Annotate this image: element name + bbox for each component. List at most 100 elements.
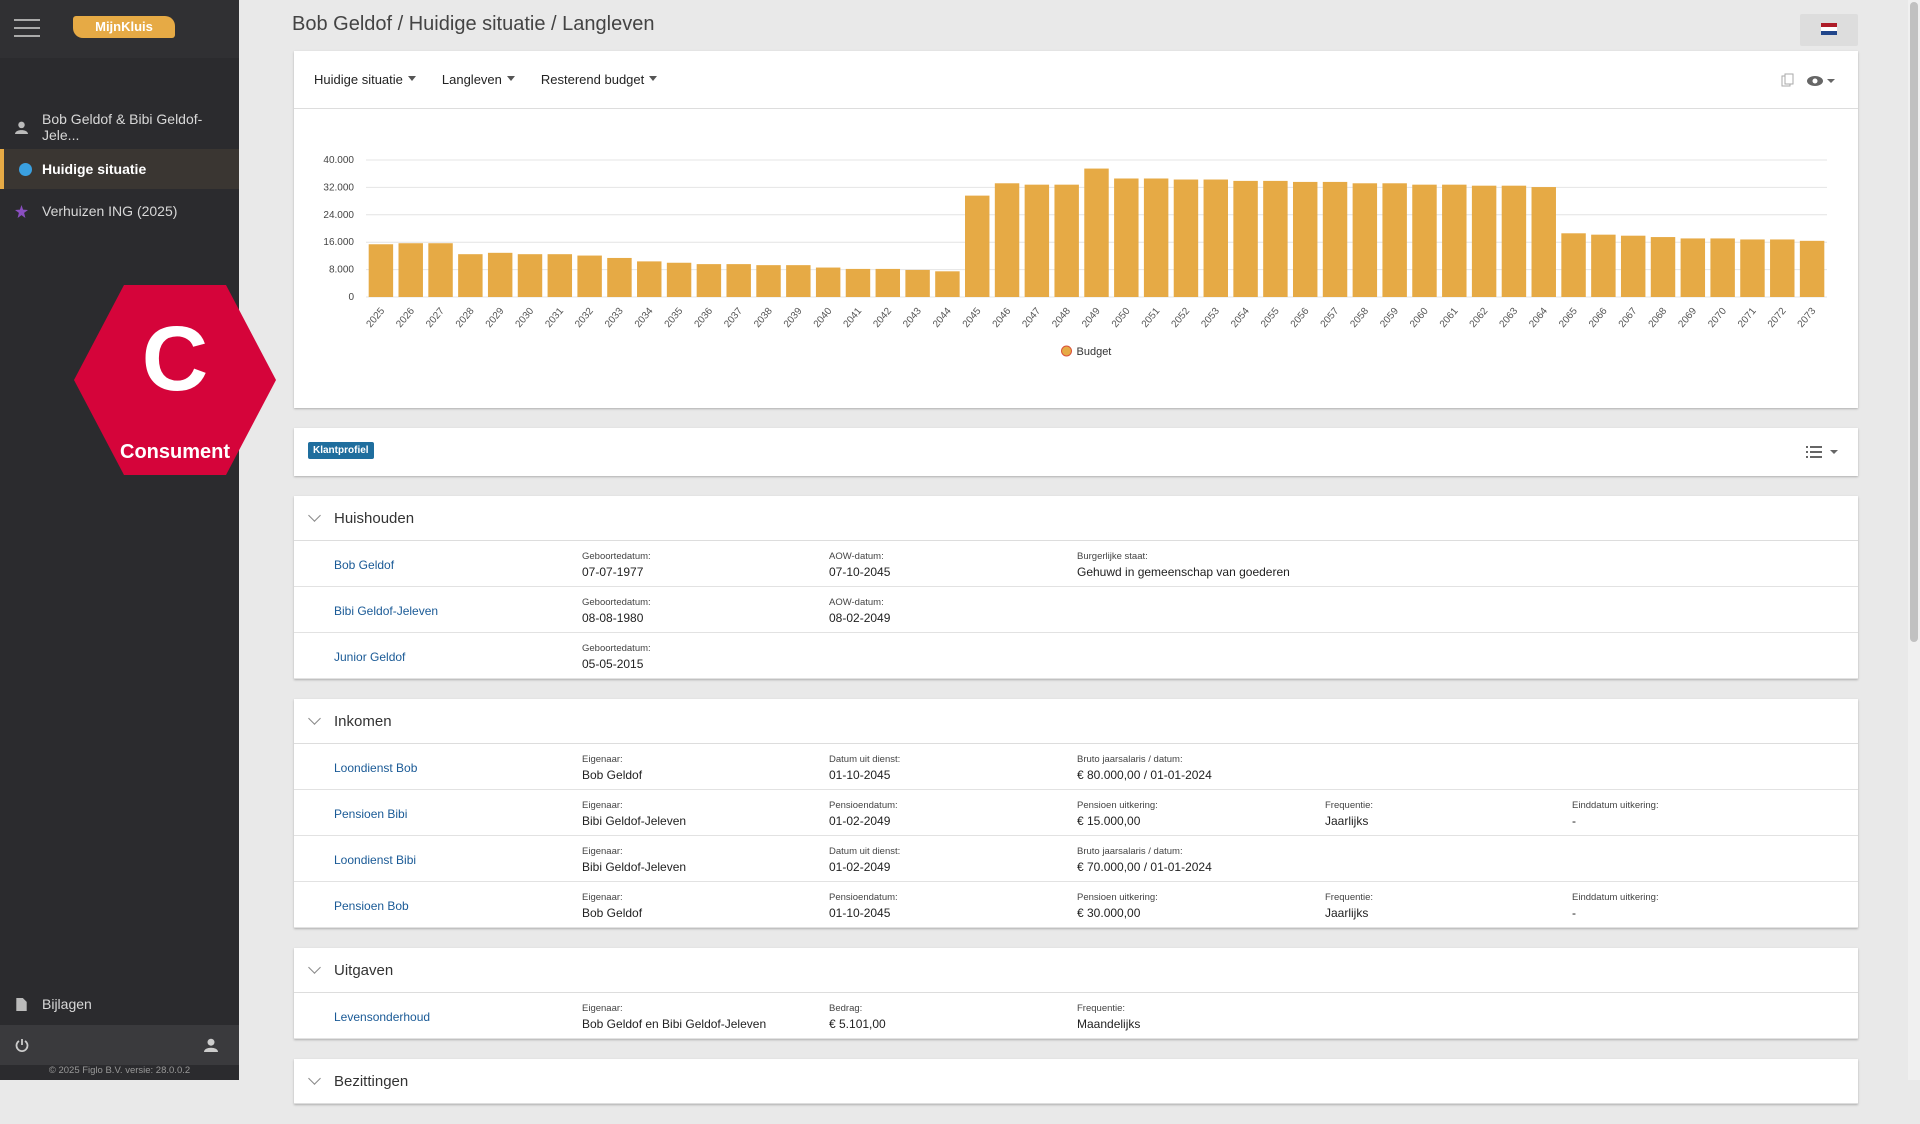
field-value: 01-02-2049	[829, 860, 891, 874]
profile-button[interactable]	[204, 1038, 218, 1052]
field-label: Burgerlijke staat:	[1077, 551, 1148, 562]
tag[interactable]: Klantprofiel	[308, 442, 374, 459]
list-options[interactable]	[1806, 444, 1842, 460]
bar	[845, 268, 871, 297]
field-value: -	[1572, 906, 1576, 920]
chevron[interactable]	[308, 712, 321, 725]
bar	[1203, 179, 1228, 297]
field: Pensioen uitkering: € 15.000,00	[1077, 800, 1158, 828]
field-label: Pensioendatum:	[829, 892, 898, 903]
scrollbar[interactable]	[1908, 0, 1920, 1080]
row-name[interactable]: Levensonderhoud	[334, 1010, 431, 1024]
chevron[interactable]	[308, 1072, 321, 1085]
nav-item[interactable]: Verhuizen ING (2025)	[0, 191, 239, 231]
bar	[1322, 181, 1348, 297]
x-tick-label: 2051	[1140, 306, 1163, 330]
field: Pensioen uitkering: € 30.000,00	[1077, 892, 1158, 920]
field: Geboortedatum: 07-07-1977	[582, 551, 651, 579]
legend-label: Budget	[1077, 346, 1112, 358]
x-tick-label: 2052	[1170, 306, 1193, 330]
section-header[interactable]: Huishouden	[294, 496, 1858, 541]
main: Bob Geldof / Huidige situatie / Langleve…	[292, 0, 1858, 1124]
x-tick-label: 2042	[871, 306, 894, 330]
brand-logo[interactable]: MijnKluis	[73, 16, 175, 38]
bar	[1650, 237, 1676, 297]
menu-button[interactable]	[14, 18, 40, 38]
view-options[interactable]	[1781, 73, 1841, 89]
x-tick-label: 2067	[1617, 306, 1640, 330]
section-card: Inkomen Loondienst Bob Eigenaar: Bob Geldof…	[294, 699, 1858, 928]
y-tick-label: 0	[348, 292, 354, 303]
x-tick-label: 2046	[991, 306, 1014, 330]
field-label: Eigenaar:	[582, 800, 623, 811]
scrollbar-thumb[interactable]	[1910, 2, 1918, 642]
nav-item[interactable]: Bob Geldof & Bibi Geldof-Jele...	[0, 107, 239, 147]
x-tick-label: 2068	[1647, 306, 1670, 330]
row: Pensioen Bibi Eigenaar: Bibi Geldof-Jeleve…	[294, 790, 1858, 836]
x-tick-label: 2028	[454, 306, 477, 330]
file-icon	[16, 997, 27, 1011]
field: AOW-datum: 08-02-2049	[829, 597, 890, 625]
field-label: Datum uit dienst:	[829, 846, 901, 857]
nav-item[interactable]: Huidige situatie	[0, 149, 239, 189]
row-name[interactable]: Pensioen Bob	[334, 899, 409, 913]
bar	[1054, 184, 1079, 297]
bar	[1710, 238, 1735, 297]
profile-bar: Klantprofiel	[294, 428, 1858, 476]
nav-label: Bijlagen	[42, 996, 92, 1012]
bar	[547, 254, 573, 297]
dropdown[interactable]: Huidige situatie	[314, 72, 416, 87]
chevron[interactable]	[308, 961, 321, 974]
section-header[interactable]: Uitgaven	[294, 948, 1858, 993]
dropdown[interactable]: Langleven	[442, 72, 515, 87]
field: Bruto jaarsalaris / datum: € 80.000,00 / …	[1077, 754, 1212, 782]
x-tick-label: 2038	[752, 306, 775, 330]
bar	[487, 252, 513, 297]
bar	[398, 243, 423, 297]
bar	[1263, 180, 1288, 297]
row: Levensonderhoud Eigenaar: Bob Geldof en Bi…	[294, 993, 1858, 1039]
row-name[interactable]: Bibi Geldof-Jeleven	[334, 604, 439, 618]
power-button[interactable]	[15, 1038, 29, 1052]
bar	[1471, 185, 1497, 297]
row-name[interactable]: Loondienst Bibi	[334, 853, 417, 867]
section-header[interactable]: Bezittingen	[294, 1059, 1858, 1104]
field-value: 01-10-2045	[829, 906, 891, 920]
x-tick-label: 2037	[722, 306, 745, 330]
nav-item[interactable]: Bijlagen	[0, 984, 239, 1024]
field-value: € 80.000,00 / 01-01-2024	[1077, 768, 1212, 782]
dropdown[interactable]: Resterend budget	[541, 72, 657, 87]
field-value: 07-07-1977	[582, 565, 644, 579]
user-icon	[15, 121, 28, 134]
x-tick-label: 2027	[424, 306, 447, 330]
chevron[interactable]	[308, 509, 321, 522]
section-card: Uitgaven Levensonderhoud Eigenaar: Bob Geld…	[294, 948, 1858, 1039]
field-value: 08-08-1980	[582, 611, 644, 625]
field-label: Geboortedatum:	[582, 551, 651, 562]
field: Pensioendatum: 01-10-2045	[829, 892, 898, 920]
bar	[1173, 179, 1199, 297]
field-value: Bob Geldof	[582, 768, 643, 782]
row-name[interactable]: Junior Geldof	[334, 650, 406, 664]
bar	[428, 243, 453, 297]
field: Burgerlijke staat: Gehuwd in gemeenschap …	[1077, 551, 1290, 579]
section-card: Huishouden Bob Geldof Geboortedatum: 07-07-…	[294, 496, 1858, 679]
section-header[interactable]: Inkomen	[294, 699, 1858, 744]
page: MijnKluis Bob Geldof & Bibi Geldof-Jele.…	[0, 0, 1920, 1080]
sidebar-bottom-bar	[0, 1025, 239, 1065]
row-name[interactable]: Pensioen Bibi	[334, 807, 408, 821]
field: Frequentie: Jaarlijks	[1325, 800, 1373, 828]
x-tick-label: 2056	[1289, 306, 1312, 330]
row-name[interactable]: Loondienst Bob	[334, 761, 418, 775]
field-label: Frequentie:	[1325, 892, 1374, 903]
row: Loondienst Bibi Eigenaar: Bibi Geldof-Jele…	[294, 836, 1858, 882]
dot-icon	[19, 162, 32, 176]
section-title: Huishouden	[334, 509, 415, 527]
section-title: Uitgaven	[334, 961, 394, 979]
row-name[interactable]: Bob Geldof	[334, 558, 395, 572]
x-tick-label: 2035	[663, 306, 686, 330]
bar	[696, 264, 722, 297]
field-label: Frequentie:	[1325, 800, 1374, 811]
language-button[interactable]	[1800, 14, 1858, 46]
field: Bedrag: € 5.101,00	[829, 1003, 886, 1031]
